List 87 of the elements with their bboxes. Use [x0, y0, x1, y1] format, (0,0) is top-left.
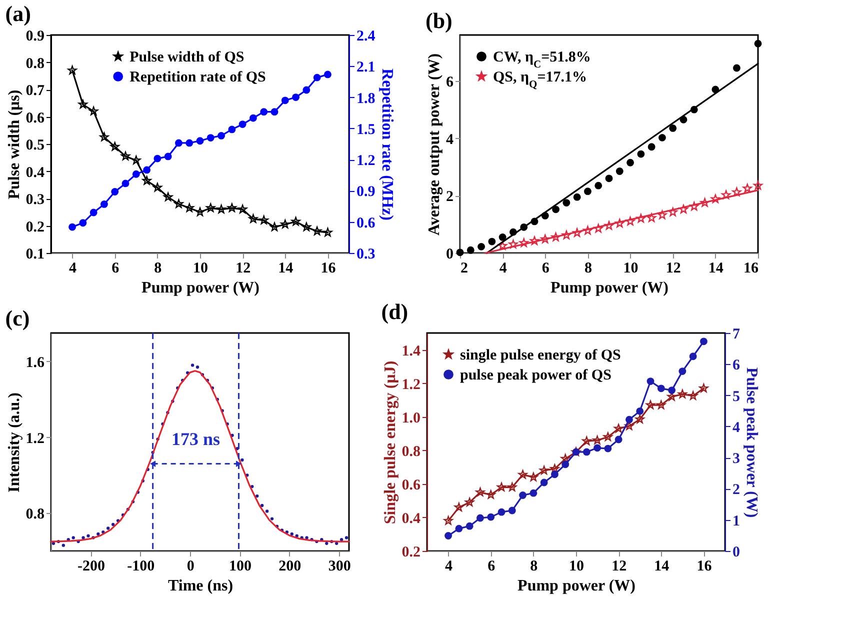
y2-tick-label: 2.4: [356, 28, 376, 44]
y-tick-label: 4: [446, 132, 454, 148]
y-axis-title: Average output power (W): [426, 53, 443, 236]
y2-tick-label: 0.9: [356, 184, 376, 200]
x-tick-label: 10: [569, 558, 584, 574]
x-axis-title: Pump power (W): [142, 280, 260, 296]
y-tick-label: 1.2: [402, 376, 420, 393]
y-tick-label: 0: [446, 246, 454, 262]
y-tick-label: 0.6: [26, 110, 45, 126]
y2-tick-label: 2: [732, 482, 740, 498]
chart-title: (b): [426, 8, 452, 33]
y-tick-label: 1.4: [402, 343, 421, 360]
y-tick-label: 0.2: [402, 544, 420, 560]
x-tick-label: 8: [154, 260, 162, 276]
y-tick-label: 0.4: [402, 510, 421, 527]
y2-tick-label: 1: [732, 513, 740, 530]
x-tick-label: 16: [320, 260, 336, 276]
x-tick-label: 14: [278, 260, 294, 276]
y-tick-label: 0.4: [26, 164, 45, 181]
x-axis-title: Pump power (W): [518, 578, 636, 594]
x-tick-label: -200: [77, 558, 105, 574]
x-tick-label: 12: [666, 260, 681, 276]
legend-label: Repetition rate of QS: [130, 70, 266, 86]
y-tick-label: 6: [446, 74, 454, 90]
x-tick-label: 4: [499, 260, 508, 276]
y-axis-title: Intensity (a.u.): [6, 392, 23, 493]
legend-label: QS, η$_{Q}$=17.1%: [493, 70, 588, 90]
legend-label: single pulse energy of QS: [460, 348, 621, 364]
legend-label: Pulse width of QS: [130, 50, 244, 66]
y-tick-label: 1.0: [402, 410, 420, 426]
y2-tick-label: 1.5: [356, 122, 376, 138]
x-tick-label: 8: [530, 558, 538, 574]
x-tick-label: 0: [186, 558, 194, 574]
x-tick-label: 200: [278, 558, 302, 574]
x-axis-title: Time (ns): [168, 578, 234, 594]
y-tick-label: 0.8: [402, 444, 420, 460]
annotation: 173 ns: [172, 428, 220, 449]
x-tick-label: 8: [584, 260, 592, 276]
x-tick-label: 2: [460, 260, 468, 276]
x-tick-label: 6: [488, 558, 496, 574]
y2-tick-label: 7: [732, 326, 740, 342]
y-tick-label: 0.2: [26, 219, 44, 236]
x-tick-label: 300: [328, 558, 351, 574]
legend-label: pulse peak power of QS: [460, 368, 612, 384]
x-tick-label: 6: [112, 260, 120, 276]
y-tick-label: 0.6: [402, 477, 421, 494]
chart-title: (c): [5, 305, 30, 330]
y2-axis-title: Repetition rate (MHz): [378, 68, 396, 220]
y-tick-label: 0.3: [26, 192, 44, 208]
y2-tick-label: 0.6: [356, 215, 376, 232]
y-tick-label: 0.8: [26, 56, 44, 72]
y-tick-label: 0.8: [26, 506, 44, 523]
x-tick-label: 14: [654, 558, 670, 574]
y-tick-label: 0.7: [26, 83, 45, 99]
x-tick-label: 100: [228, 558, 252, 574]
y2-tick-label: 0.3: [356, 246, 376, 262]
legend-label: CW, η$_{C}$=51.8%: [493, 50, 591, 70]
y-axis-title: Single pulse energy (μJ): [382, 360, 399, 524]
y-axis-title: Pulse width (μs): [6, 90, 23, 200]
x-axis-title: Pump power (W): [550, 280, 668, 296]
x-tick-label: 12: [612, 558, 627, 574]
y2-tick-label: 1.2: [356, 153, 376, 170]
y2-tick-label: 4: [732, 420, 740, 436]
x-tick-label: 16: [744, 260, 759, 276]
chart-title: (a): [5, 1, 31, 26]
y2-tick-label: 6: [732, 358, 740, 374]
x-tick-label: 10: [193, 260, 208, 276]
chart-title: (d): [381, 299, 408, 324]
y-tick-label: 0.1: [26, 246, 44, 262]
y2-tick-label: 2.1: [356, 60, 376, 76]
y2-tick-label: 1.8: [356, 90, 376, 107]
x-tick-label: 6: [542, 260, 550, 276]
y2-tick-label: 5: [732, 388, 740, 405]
x-tick-label: 10: [623, 260, 638, 276]
y2-tick-label: 3: [732, 451, 740, 468]
y-tick-label: 2: [446, 189, 454, 206]
x-tick-label: 12: [236, 260, 251, 276]
x-tick-label: -100: [127, 558, 155, 574]
y-tick-label: 1.6: [26, 354, 45, 371]
x-tick-label: 16: [696, 558, 712, 574]
y-tick-label: 1.2: [26, 430, 44, 447]
y2-tick-label: 0: [732, 544, 740, 560]
y2-axis-title: Pulse peak power (W): [743, 367, 760, 518]
x-tick-label: 14: [708, 260, 724, 276]
y-tick-label: 0.9: [26, 28, 44, 44]
x-tick-label: 4: [69, 260, 78, 276]
y-tick-label: 0.5: [26, 138, 44, 154]
